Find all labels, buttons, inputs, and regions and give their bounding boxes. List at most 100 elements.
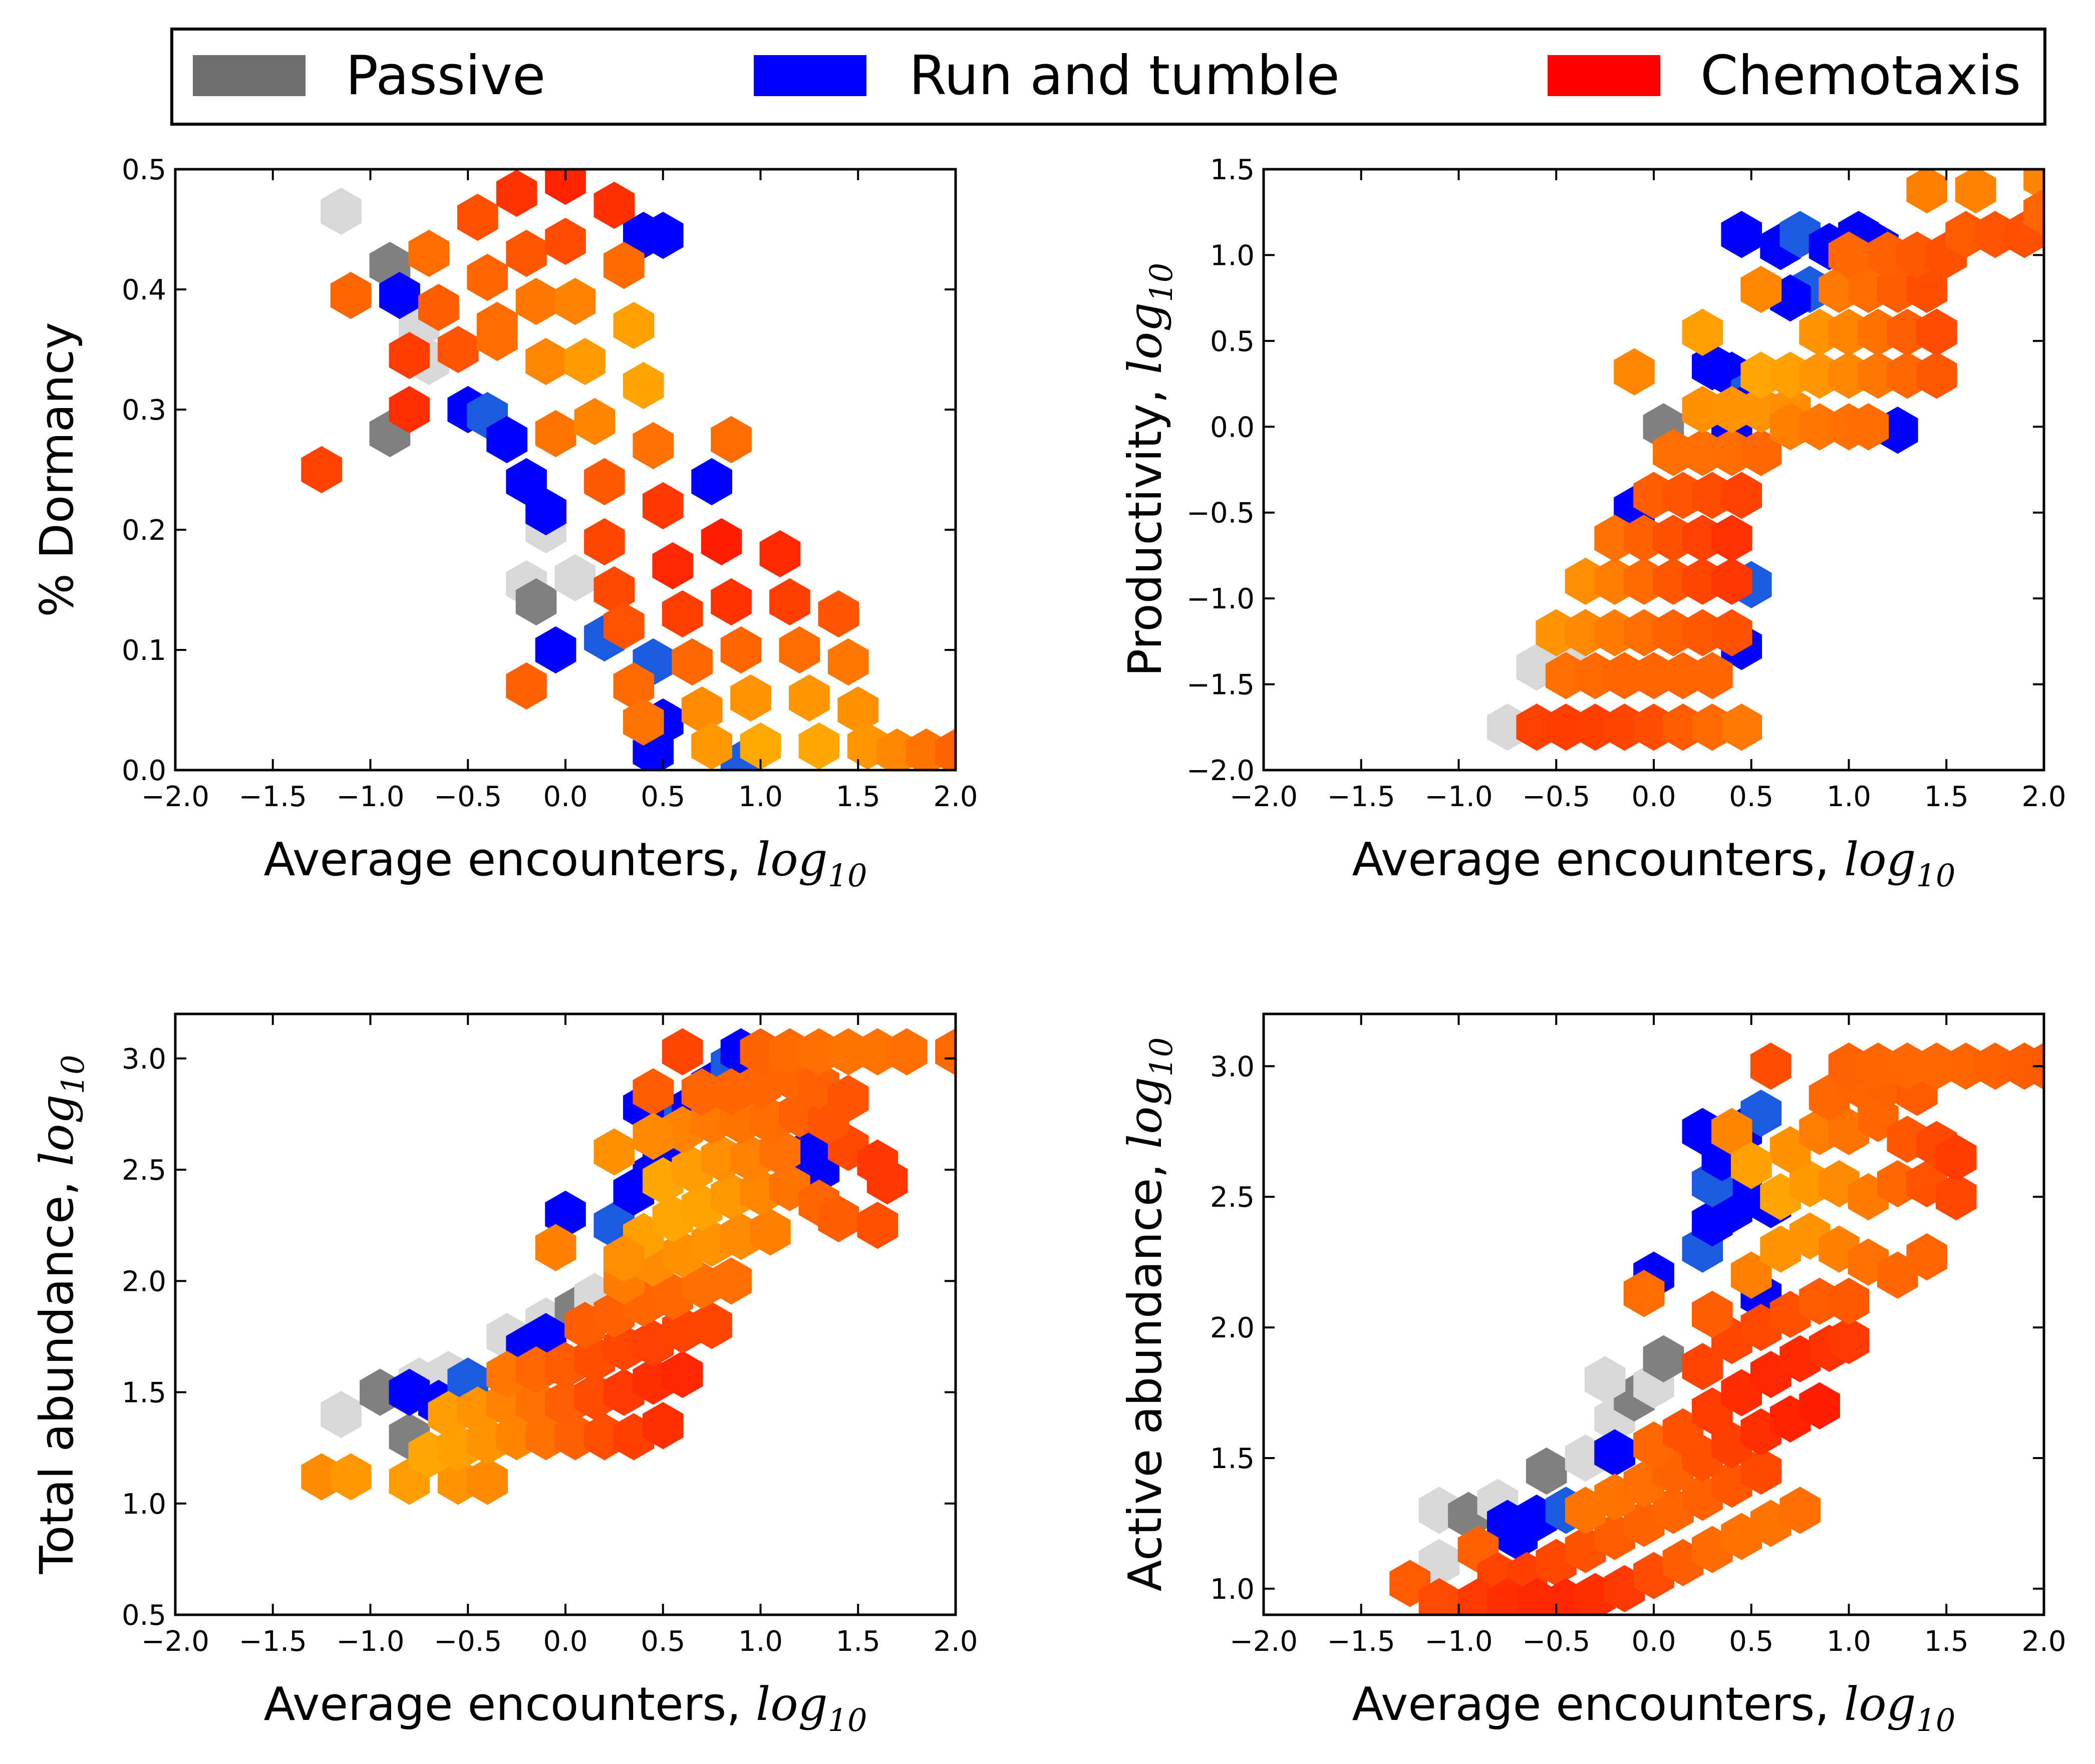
y-tick-label: 2.0 (1210, 1312, 1255, 1344)
hex-bin (593, 181, 635, 229)
hex-bin (584, 458, 625, 506)
x-tick-label: 1.0 (1827, 781, 1871, 813)
hex-bin (642, 211, 684, 259)
y-tick-label: 0.1 (122, 634, 166, 667)
series-chemotaxis (301, 1028, 956, 1505)
hex-bin (1692, 652, 1733, 699)
hex-bin (623, 698, 664, 746)
hex-bin (935, 728, 956, 770)
x-tick-label: 0.0 (1631, 781, 1676, 813)
legend-swatch-chemotaxis (1548, 55, 1660, 96)
x-tick-label: −1.0 (337, 781, 405, 813)
y-tick-label: 2.5 (122, 1154, 166, 1187)
hex-bin (642, 1402, 684, 1450)
y-tick-label: 3.0 (1210, 1050, 1255, 1083)
series-chemotaxis (1516, 169, 2044, 751)
hex-bin (476, 313, 518, 362)
x-tick-label: 1.5 (836, 1625, 880, 1658)
x-tick-label: −0.5 (434, 781, 502, 813)
y-axis-label: % Dormancy (30, 322, 84, 617)
hex-bin (711, 578, 752, 626)
x-tick-label: −1.5 (239, 781, 307, 813)
hex-bin (554, 277, 596, 325)
legend-label-chemotaxis: Chemotaxis (1700, 45, 2021, 107)
x-tick-label: 1.0 (1827, 1625, 1871, 1658)
hex-bin (711, 1257, 752, 1305)
hex-bin (2023, 188, 2044, 236)
hex-bin (379, 271, 420, 319)
legend-entry-chemotaxis: Chemotaxis (1548, 45, 2021, 107)
hex-bin (857, 1202, 898, 1249)
legend-swatch-run-and-tumble (754, 55, 866, 96)
hex-bin (545, 169, 586, 205)
hex-bin (1711, 514, 1752, 562)
hex-bin (652, 542, 694, 590)
hex-bin (662, 1350, 703, 1398)
x-tick-label: −2.0 (1230, 1625, 1298, 1658)
hex-bin (691, 458, 732, 506)
hex-bin (457, 193, 498, 241)
hex-bin (1906, 1233, 1948, 1281)
x-tick-label: −1.5 (239, 1625, 307, 1658)
hex-bin (759, 530, 801, 578)
hex-bin (827, 638, 869, 686)
hex-bin (720, 626, 762, 674)
hex-bin (935, 1028, 956, 1076)
hex-bin (1643, 1335, 1684, 1382)
hex-bin (1721, 703, 1762, 751)
legend: Passive Run and tumble Chemotaxis (170, 28, 2046, 126)
legend-label-run-and-tumble: Run and tumble (909, 45, 1340, 107)
x-tick-label: 2.0 (933, 781, 978, 813)
hex-bin (604, 241, 645, 289)
hexbin-layer (301, 169, 956, 770)
x-tick-label: −0.5 (1522, 781, 1590, 813)
hex-bin (711, 416, 752, 464)
y-tick-label: 1.5 (1210, 154, 1255, 186)
hex-bin (691, 1302, 732, 1349)
x-tick-label: 1.5 (1924, 1625, 1969, 1658)
y-tick-label: 0.5 (122, 1599, 166, 1632)
x-tick-label: −1.0 (337, 1625, 405, 1658)
hex-bin (535, 410, 576, 458)
y-tick-label: 1.0 (122, 1488, 166, 1521)
hex-bin (418, 283, 459, 331)
hex-bin (1935, 1134, 1977, 1182)
x-tick-label: 0.5 (641, 781, 685, 813)
y-tick-label: 3.0 (122, 1043, 166, 1076)
y-tick-label: 0.4 (122, 274, 166, 306)
x-tick-label: −1.0 (1425, 781, 1493, 813)
hex-bin (1740, 265, 1782, 313)
hex-bin (486, 416, 527, 464)
x-tick-label: 0.0 (1631, 1625, 1676, 1658)
hex-bin (389, 386, 430, 434)
hex-bin (1955, 169, 1996, 214)
hex-bin (1682, 308, 1723, 356)
legend-entry-passive: Passive (193, 45, 545, 107)
x-tick-label: 2.0 (933, 1625, 978, 1658)
x-axis-label: Average encounters, log10 (1352, 1677, 1956, 1738)
x-axis-label: Average encounters, log10 (1352, 833, 1956, 894)
x-tick-label: 0.0 (543, 1625, 587, 1658)
hex-bin (1721, 211, 1762, 258)
hex-bin (584, 518, 625, 566)
hex-bin (1584, 1356, 1626, 1403)
hexbin-layer (1487, 169, 2044, 751)
hex-bin (515, 277, 557, 325)
hex-bin (672, 638, 713, 686)
chart-panel-3: −2.0 −1.5 −1.0 −0.5 0.0 0.5 1.0 1.5 2.0 0.5 1.0 1.5… (30, 1012, 978, 1738)
hex-bin (301, 446, 342, 494)
y-tick-label: 0.0 (122, 755, 166, 787)
hex-bin (1721, 472, 1762, 519)
hex-bin (662, 1028, 703, 1076)
hex-bin (779, 626, 820, 674)
hex-bin (330, 1453, 372, 1501)
hex-bin (1848, 403, 1889, 451)
x-tick-label: 1.5 (836, 781, 880, 813)
hex-bin (330, 271, 372, 319)
x-tick-label: 0.5 (641, 1625, 685, 1658)
hex-bin (525, 488, 566, 536)
hex-bin (866, 1157, 908, 1205)
y-tick-label: 1.5 (122, 1377, 166, 1409)
hex-bin (604, 602, 645, 650)
series-chemotaxis (301, 169, 956, 770)
